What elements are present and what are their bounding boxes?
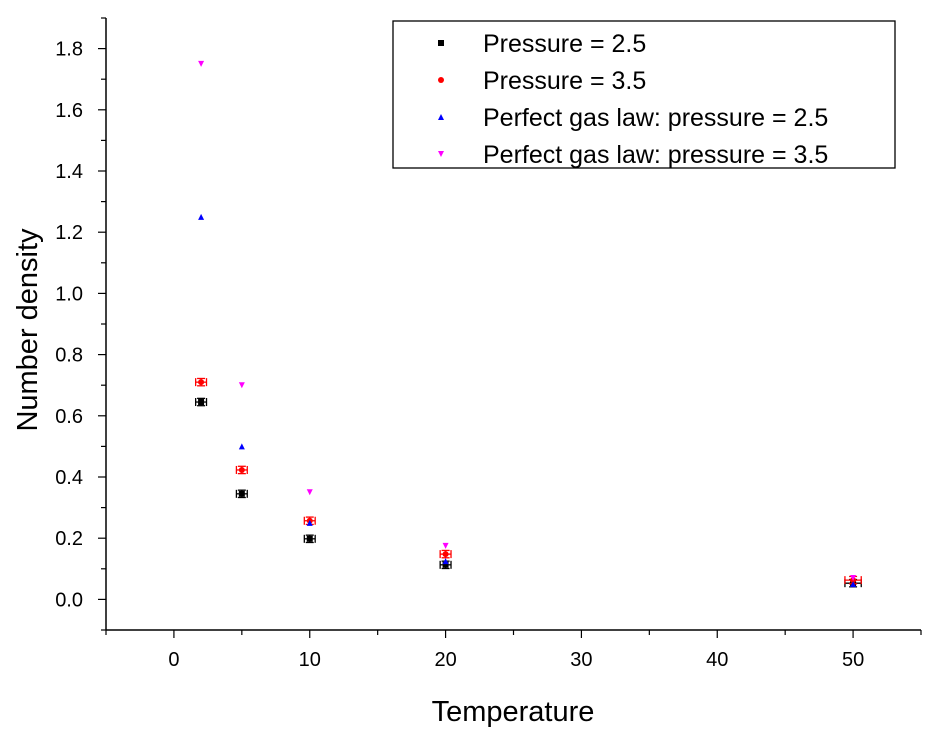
data-point [442, 558, 449, 565]
legend-label: Perfect gas law: pressure = 2.5 [483, 104, 828, 132]
x-tick-label: 0 [168, 649, 179, 671]
x-tick-label: 40 [706, 649, 728, 671]
y-tick-label: 0.6 [55, 406, 83, 428]
y-axis-ticks: 0.0 0.2 0.4 0.6 0.8 1.0 1.2 1.4 1.6 1.8 [55, 17, 106, 631]
legend-box [392, 20, 896, 169]
legend-marker [438, 40, 444, 46]
data-point [198, 213, 205, 220]
x-tick-label: 20 [434, 649, 456, 671]
y-tick-label: 0.2 [55, 528, 83, 550]
data-point [238, 490, 245, 497]
data-point [198, 60, 205, 67]
legend-marker [438, 114, 444, 120]
legend-label: Pressure = 3.5 [483, 67, 646, 95]
legend-marker [438, 77, 444, 83]
data-point [306, 489, 313, 496]
x-tick-label: 50 [842, 649, 864, 671]
data-point [850, 574, 857, 581]
y-tick-label: 1.6 [55, 100, 83, 122]
data-point [238, 443, 245, 450]
y-tick-label: 0.0 [55, 589, 83, 611]
data-point [198, 399, 205, 406]
legend-label: Pressure = 2.5 [483, 30, 646, 58]
y-tick-label: 1.4 [55, 161, 83, 183]
data-point [442, 542, 449, 549]
y-axis-title: Number density [12, 228, 44, 432]
series-4 [198, 60, 857, 581]
data-point [238, 466, 245, 473]
data-point [442, 551, 449, 558]
y-tick-label: 0.8 [55, 345, 83, 367]
series-3 [198, 213, 857, 588]
x-tick-label: 30 [570, 649, 592, 671]
y-tick-label: 1.2 [55, 222, 83, 244]
legend-label: Perfect gas law: pressure = 3.5 [483, 141, 828, 169]
data-point [198, 379, 205, 386]
series-1 [194, 397, 862, 588]
x-axis-ticks: 0 10 20 30 40 50 [105, 630, 922, 671]
data-point [238, 382, 245, 389]
data-point [306, 535, 313, 542]
y-tick-label: 1.0 [55, 283, 83, 305]
series-2 [194, 377, 862, 585]
legend-marker [438, 151, 444, 157]
x-tick-label: 10 [299, 649, 321, 671]
data-points [194, 60, 862, 588]
data-point [442, 561, 449, 568]
data-point [850, 581, 857, 588]
x-axis-title: Temperature [432, 696, 595, 728]
data-point [306, 519, 313, 526]
legend: Pressure = 2.5 Pressure = 3.5 Perfect gas … [392, 20, 896, 169]
y-tick-label: 0.4 [55, 467, 83, 489]
y-tick-label: 1.8 [55, 39, 83, 61]
